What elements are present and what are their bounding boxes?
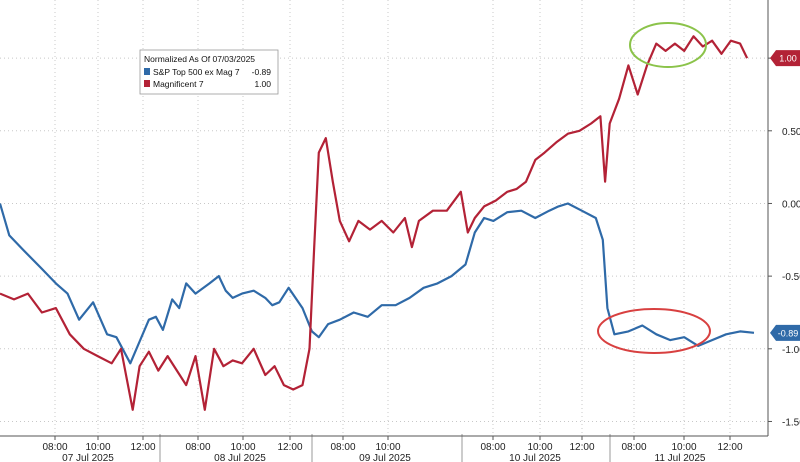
x-tick-label: 08:00 (42, 442, 67, 453)
x-tick-label: 12:00 (277, 442, 302, 453)
legend-label-mag7: Magnificent 7 (153, 79, 204, 89)
last-value-label-0: -0.89 (770, 324, 800, 341)
axes (0, 0, 769, 437)
x-tick-label: 10:00 (230, 442, 255, 453)
series-line-1 (0, 35, 749, 411)
legend-swatch-mag7 (144, 80, 150, 87)
x-day-label: 09 Jul 2025 (359, 453, 411, 462)
x-tick-label: 10:00 (85, 442, 110, 453)
last-value-text: 1.00 (779, 54, 797, 64)
x-tick-label: 08:00 (185, 442, 210, 453)
y-tick-label: -1.50 (782, 417, 800, 428)
last-value-label-1: 1.00 (770, 50, 800, 67)
x-tick-label: 08:00 (480, 442, 505, 453)
annotations (597, 22, 711, 354)
last-value-badge (770, 50, 800, 67)
x-tick-label: 10:00 (375, 442, 400, 453)
series-layer (0, 35, 755, 411)
y-tick-label: 0.00 (782, 199, 800, 210)
x-tick-label: 12:00 (569, 442, 594, 453)
highlight-ellipse-sp500 (597, 308, 711, 354)
right-axis: 1.000.500.00-0.50-1.00-1.50-0.891.00 (768, 50, 800, 428)
series-line-0 (0, 202, 755, 365)
y-tick-label: 0.50 (782, 127, 800, 138)
last-value-text: -0.89 (778, 328, 799, 338)
x-tick-label: 10:00 (527, 442, 552, 453)
legend-title: Normalized As Of 07/03/2025 (144, 54, 255, 64)
y-tick-label: -0.50 (782, 272, 800, 283)
legend-box (139, 49, 279, 95)
legend-value-sp500: -0.89 (252, 67, 272, 77)
x-tick-label: 08:00 (621, 442, 646, 453)
bottom-axis: 08:00 10:00 12:00 08:00 10:00 12:00 08:00 10:00… (42, 436, 743, 462)
y-tick-label: -1.00 (782, 345, 800, 356)
x-day-label: 08 Jul 2025 (214, 453, 266, 462)
x-tick-label: 08:00 (330, 442, 355, 453)
x-tick-label: 10:00 (671, 442, 696, 453)
legend-label-sp500: S&P Top 500 ex Mag 7 (153, 67, 240, 77)
legend-value-mag7: 1.00 (254, 79, 271, 89)
grid (0, 0, 768, 436)
legend-swatch-sp500 (144, 68, 150, 75)
x-day-label: 11 Jul 2025 (655, 453, 706, 462)
highlight-ellipse-mag7 (629, 22, 707, 68)
day-dividers (159, 434, 611, 462)
x-tick-label: 12:00 (130, 442, 155, 453)
legend: Normalized As Of 07/03/2025 S&P Top 500 … (139, 49, 279, 95)
x-day-label: 07 Jul 2025 (62, 453, 114, 462)
x-tick-label: 12:00 (717, 442, 742, 453)
last-value-badge (770, 324, 800, 341)
x-day-label: 10 Jul 2025 (509, 453, 561, 462)
